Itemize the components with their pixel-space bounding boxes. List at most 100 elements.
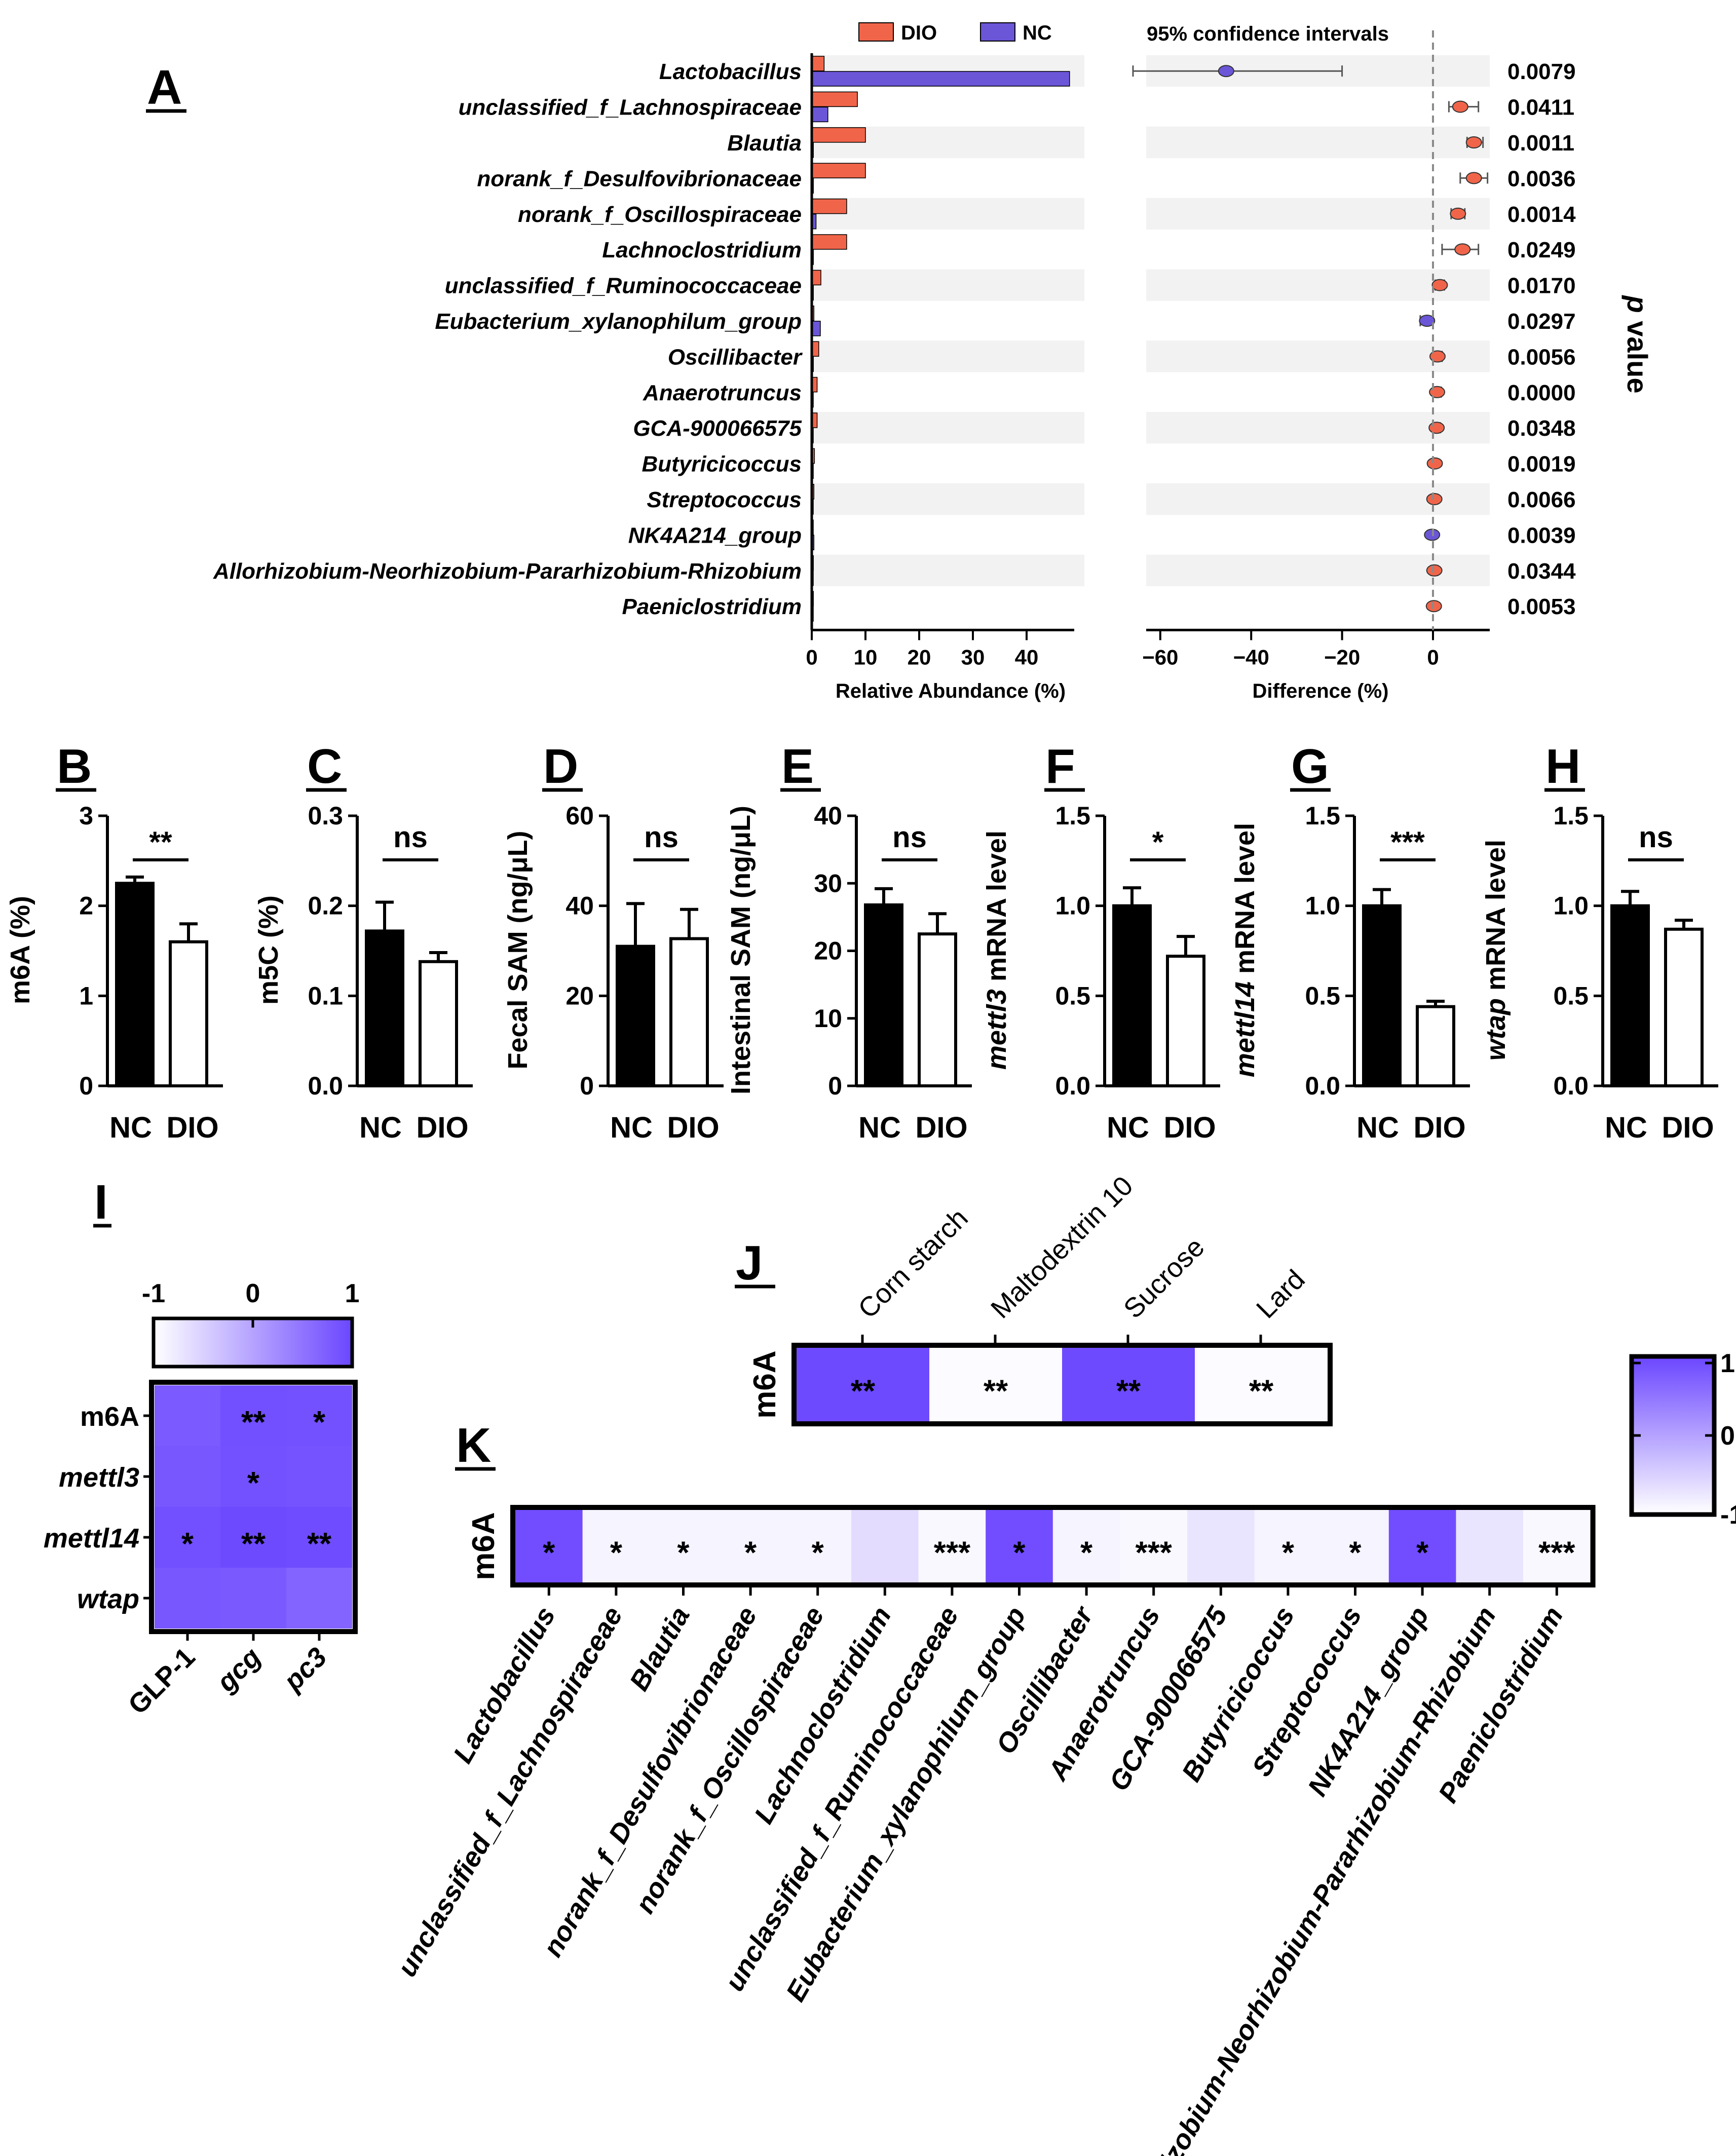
p-value: 0.0249 [1507, 238, 1576, 262]
y-axis-title-rest: mRNA level [1230, 823, 1260, 981]
significance-label: * [1152, 826, 1164, 859]
y-axis-title: Fecal SAM (ng/μL) [503, 830, 533, 1069]
cell-significance: * [543, 1536, 555, 1571]
y-axis-title-gene: wtap [1481, 998, 1511, 1061]
significance-label: ns [393, 821, 428, 854]
row-stripe [813, 269, 1084, 301]
heatmap-cell [1322, 1510, 1389, 1582]
cell-significance: * [744, 1536, 757, 1571]
y-tick-label: 0.2 [308, 892, 343, 920]
bar-nc [1112, 904, 1152, 1087]
y-tick-label: 1.5 [1305, 802, 1340, 830]
abundance-tick-label: 30 [961, 645, 985, 669]
p-value: 0.0053 [1507, 594, 1576, 619]
y-axis-title-gene: mettl14 [1230, 981, 1260, 1077]
bar-chart-panel-e: E 0 10 20 30 40 NC DIO ns Intestinal SAM (ng/μL) [726, 739, 972, 1144]
bar-dio [811, 91, 858, 107]
y-axis-title: mettl14 mRNA level [1230, 823, 1260, 1077]
heatmap-cell [1052, 1510, 1120, 1582]
row-label: mettl3 [59, 1462, 139, 1493]
taxon-label: Paeniclostridium [622, 594, 802, 619]
cell-significance: ** [1249, 1374, 1274, 1409]
p-value-axis-title-italic: p [1621, 295, 1653, 313]
color-scale-bar [1629, 1354, 1717, 1517]
heatmap-cell [1187, 1510, 1255, 1582]
heatmap-cell [286, 1568, 352, 1629]
taxon-label: unclassified_f_Ruminococcaceae [445, 274, 802, 298]
row-stripe [1146, 198, 1490, 230]
bar-nc [811, 106, 828, 123]
y-axis-title-rest: mRNA level [1481, 840, 1511, 998]
x-category-label: DIO [667, 1111, 719, 1144]
row-label: mettl14 [44, 1523, 139, 1554]
y-tick-label: 30 [814, 869, 842, 897]
x-category-label: DIO [1662, 1111, 1714, 1144]
legend-swatch-nc [980, 22, 1015, 42]
heatmap-cell [986, 1510, 1053, 1582]
y-tick-label: 1.0 [1055, 892, 1090, 920]
panel-label-f: F [1045, 739, 1075, 793]
bar-dio [1166, 955, 1205, 1088]
bar-nc [811, 321, 821, 336]
abundance-tick-label: 20 [908, 645, 931, 669]
significance-label: ns [892, 821, 927, 854]
heatmap-cell [582, 1510, 650, 1582]
y-tick-label: 10 [814, 1004, 842, 1033]
panel-label-k: K [456, 1418, 491, 1472]
x-category-label: DIO [416, 1111, 468, 1144]
p-value: 0.0000 [1507, 381, 1576, 405]
heatmap-cell [1062, 1348, 1195, 1421]
cell-significance: ** [1116, 1374, 1141, 1409]
scale-tick-label: 1 [345, 1279, 360, 1308]
y-tick-label: 1.0 [1305, 892, 1340, 920]
panel-label-h: H [1545, 739, 1580, 793]
heatmap-cell [286, 1385, 352, 1446]
p-value: 0.0348 [1507, 416, 1576, 441]
bar-dio [811, 56, 825, 71]
cell-significance: * [812, 1536, 824, 1571]
difference-axis-title: Difference (%) [1253, 680, 1389, 702]
y-axis-title: m5C (%) [253, 895, 284, 1005]
scale-tick-label: 0 [246, 1279, 260, 1308]
taxon-label: Oscillibacter [668, 345, 803, 369]
taxon-label: Eubacterium_xylanophilum_group [435, 309, 802, 334]
panel-label-e: E [781, 739, 814, 793]
x-category-label: NC [1356, 1111, 1399, 1144]
p-value: 0.0079 [1507, 59, 1576, 84]
bar-dio [811, 163, 866, 178]
y-tick-label: 0.5 [1553, 981, 1589, 1010]
ci-point [1431, 279, 1448, 291]
bar-nc [115, 882, 155, 1087]
p-value: 0.0019 [1507, 452, 1576, 477]
taxon-label: Anaerotruncus [643, 381, 802, 405]
y-tick-label: 60 [565, 802, 594, 830]
p-value: 0.0036 [1507, 166, 1576, 191]
cell-significance: * [247, 1466, 260, 1501]
y-tick-label: 1.0 [1553, 892, 1589, 920]
heatmap-cell [784, 1510, 852, 1582]
x-category-label: NC [109, 1111, 152, 1144]
bar-dio [419, 960, 458, 1087]
cell-significance: ** [851, 1374, 876, 1409]
row-label: wtap [77, 1584, 139, 1614]
y-tick-label: 0.1 [308, 981, 343, 1010]
abundance-axis-title: Relative Abundance (%) [836, 680, 1066, 702]
heatmap-cell [1388, 1510, 1456, 1582]
panel-label-g: G [1291, 739, 1329, 793]
scale-tick-label: -1 [142, 1279, 165, 1308]
cell-significance: * [1349, 1536, 1362, 1571]
y-tick-label: 0.5 [1305, 981, 1340, 1010]
row-stripe [813, 554, 1084, 586]
cell-significance: * [1080, 1536, 1093, 1571]
ci-point [1429, 386, 1446, 398]
cell-significance: * [677, 1536, 690, 1571]
taxon-label: Blautia [727, 131, 802, 156]
ci-point [1465, 136, 1482, 148]
ci-point [1428, 422, 1445, 434]
y-tick-label: 0.0 [1055, 1072, 1090, 1100]
p-value: 0.0066 [1507, 487, 1576, 512]
x-category-label: DIO [1413, 1111, 1465, 1144]
heatmap-cell [797, 1348, 929, 1421]
y-tick-label: 0.5 [1055, 981, 1090, 1010]
x-category-label: DIO [1163, 1111, 1216, 1144]
